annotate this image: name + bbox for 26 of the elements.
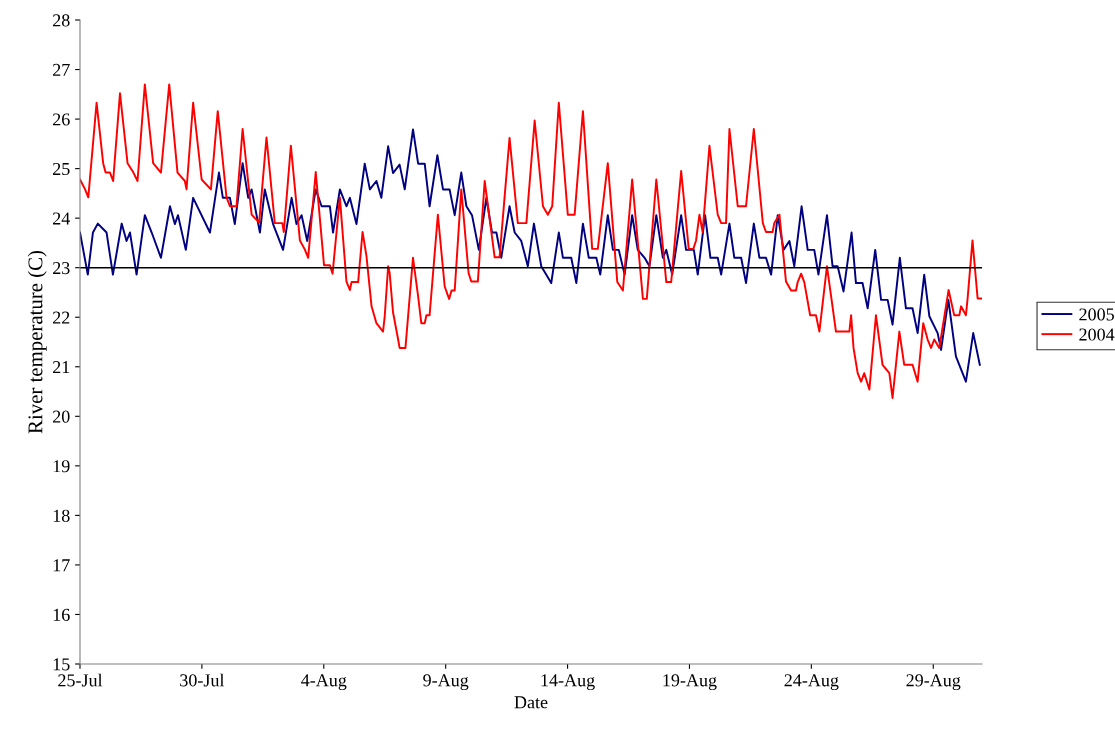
x-tick-label: 25-Jul [58,673,103,687]
legend-label: 2005 [1079,308,1114,321]
y-axis-title: River temperature (C) [27,250,47,434]
y-tick-label: 15 [53,658,70,671]
x-tick-label: 24-Aug [784,674,839,691]
x-axis-title: Date [514,696,548,709]
y-tick-label: 22 [53,311,70,324]
y-tick-label: 28 [53,14,70,27]
x-tick-label: 30-Jul [180,673,225,687]
y-tick-label: 16 [53,608,70,621]
y-tick-label: 21 [53,361,70,374]
y-tick-label: 19 [53,460,70,473]
x-tick-label: 19-Aug [663,674,717,691]
x-tick-label: 4-Aug [301,674,347,691]
y-tick-label: 18 [53,509,70,522]
x-tick-label: 29-Aug [906,674,961,691]
y-tick-label: 24 [53,212,70,225]
y-tick-label: 25 [53,162,70,176]
y-tick-label: 27 [53,63,70,76]
y-tick-label: 20 [53,410,70,423]
y-tick-label: 17 [53,559,70,572]
legend-label: 2004 [1079,328,1115,341]
x-tick-label: 9-Aug [423,674,469,691]
x-tick-label: 14-Aug [541,674,595,691]
y-tick-label: 26 [53,113,70,126]
y-tick-label: 23 [53,262,70,275]
